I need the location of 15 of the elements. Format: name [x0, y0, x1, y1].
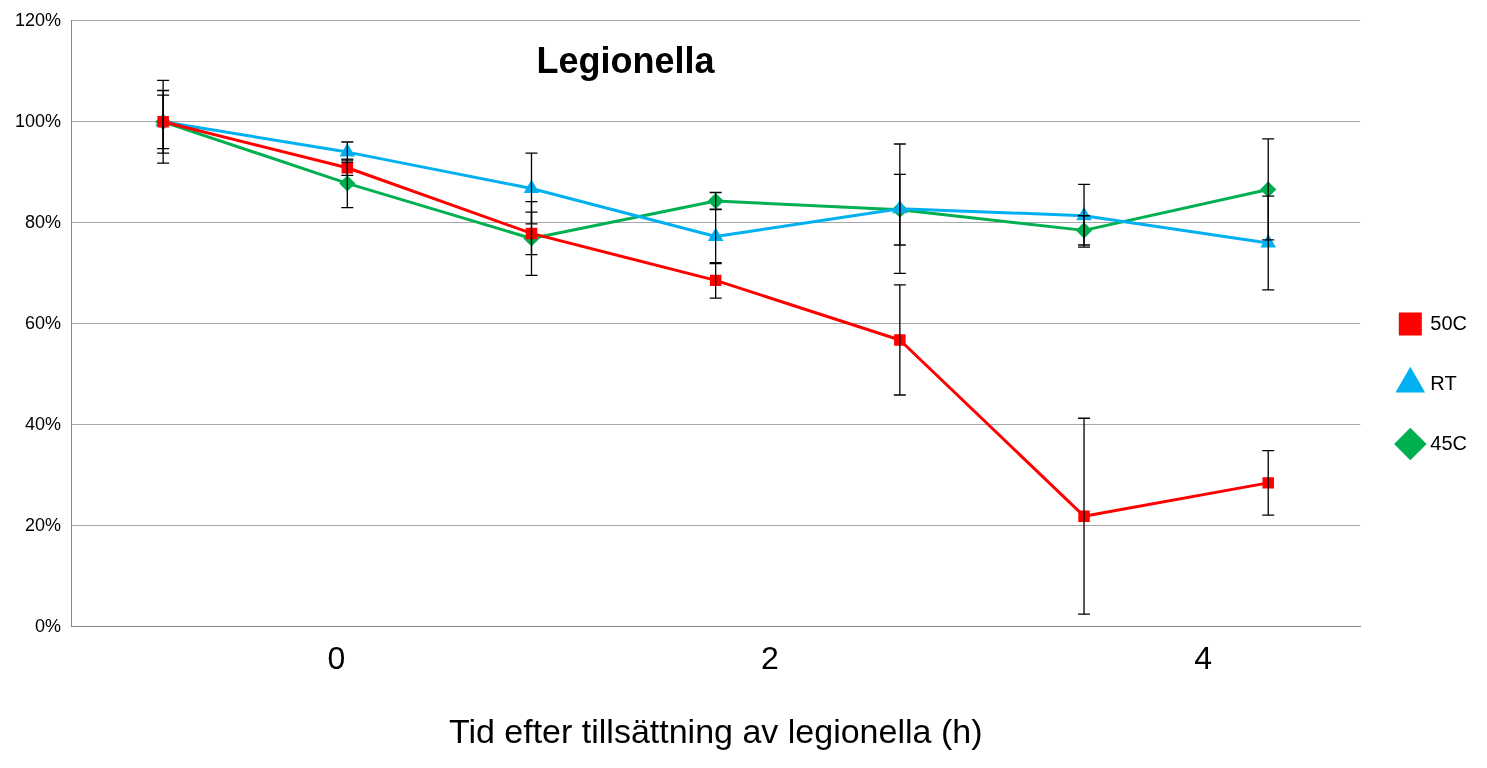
y-tick-label: 100% [14, 110, 62, 131]
x-tick-label: 4 [1194, 639, 1213, 676]
x-tick-label: 2 [760, 639, 779, 676]
y-tick-label: 60% [25, 312, 62, 333]
text: Legionella [536, 39, 716, 81]
y-tick-label: 80% [25, 211, 62, 232]
y-tick-label: 120% [14, 9, 62, 30]
y-tick-label: 40% [25, 413, 62, 434]
y-tick-label: 20% [25, 514, 62, 535]
x-axis-title: Tid efter tillsättning av legionella (h) [448, 711, 983, 750]
legend-label: RT [1430, 371, 1457, 394]
legend-label: 50C [1430, 311, 1468, 334]
y-tick-label: 0% [35, 615, 62, 636]
legend-label: 45C [1430, 431, 1468, 454]
x-tick-label: 0 [327, 639, 346, 676]
